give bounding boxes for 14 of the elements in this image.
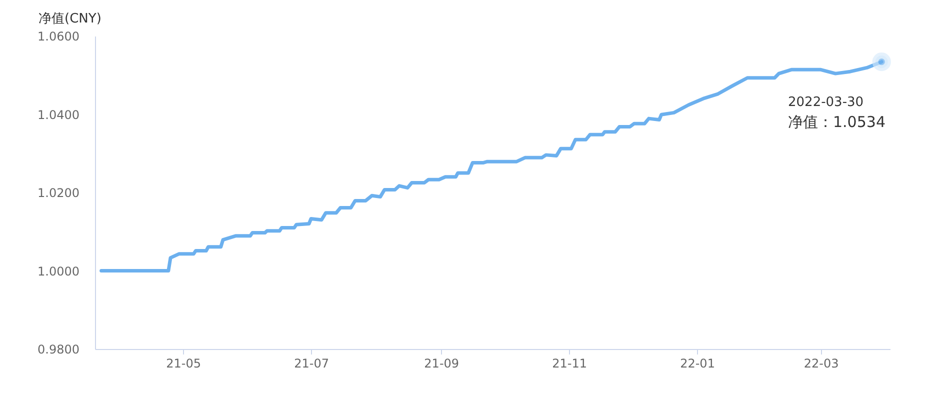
x-tick-label: 22-03 xyxy=(804,356,839,370)
y-tick-label: 1.0200 xyxy=(38,186,80,200)
x-tick-label: 21-05 xyxy=(166,356,202,370)
x-tick-label: 21-11 xyxy=(552,356,587,370)
x-tick-label: 21-09 xyxy=(424,356,460,370)
y-tick-label: 1.0600 xyxy=(38,30,80,44)
y-tick-label: 1.0400 xyxy=(38,108,80,122)
x-tick-label: 21-07 xyxy=(294,356,329,370)
annotation: 2022-03-30 xyxy=(788,95,864,110)
y-axis-title: 净值(CNY) xyxy=(38,12,102,26)
y-tick-label: 0.9800 xyxy=(38,342,80,356)
y-tick-label: 1.0000 xyxy=(38,264,80,278)
x-tick-label: 22-01 xyxy=(680,356,715,370)
annotation: 净值：1.0534 xyxy=(788,113,886,131)
